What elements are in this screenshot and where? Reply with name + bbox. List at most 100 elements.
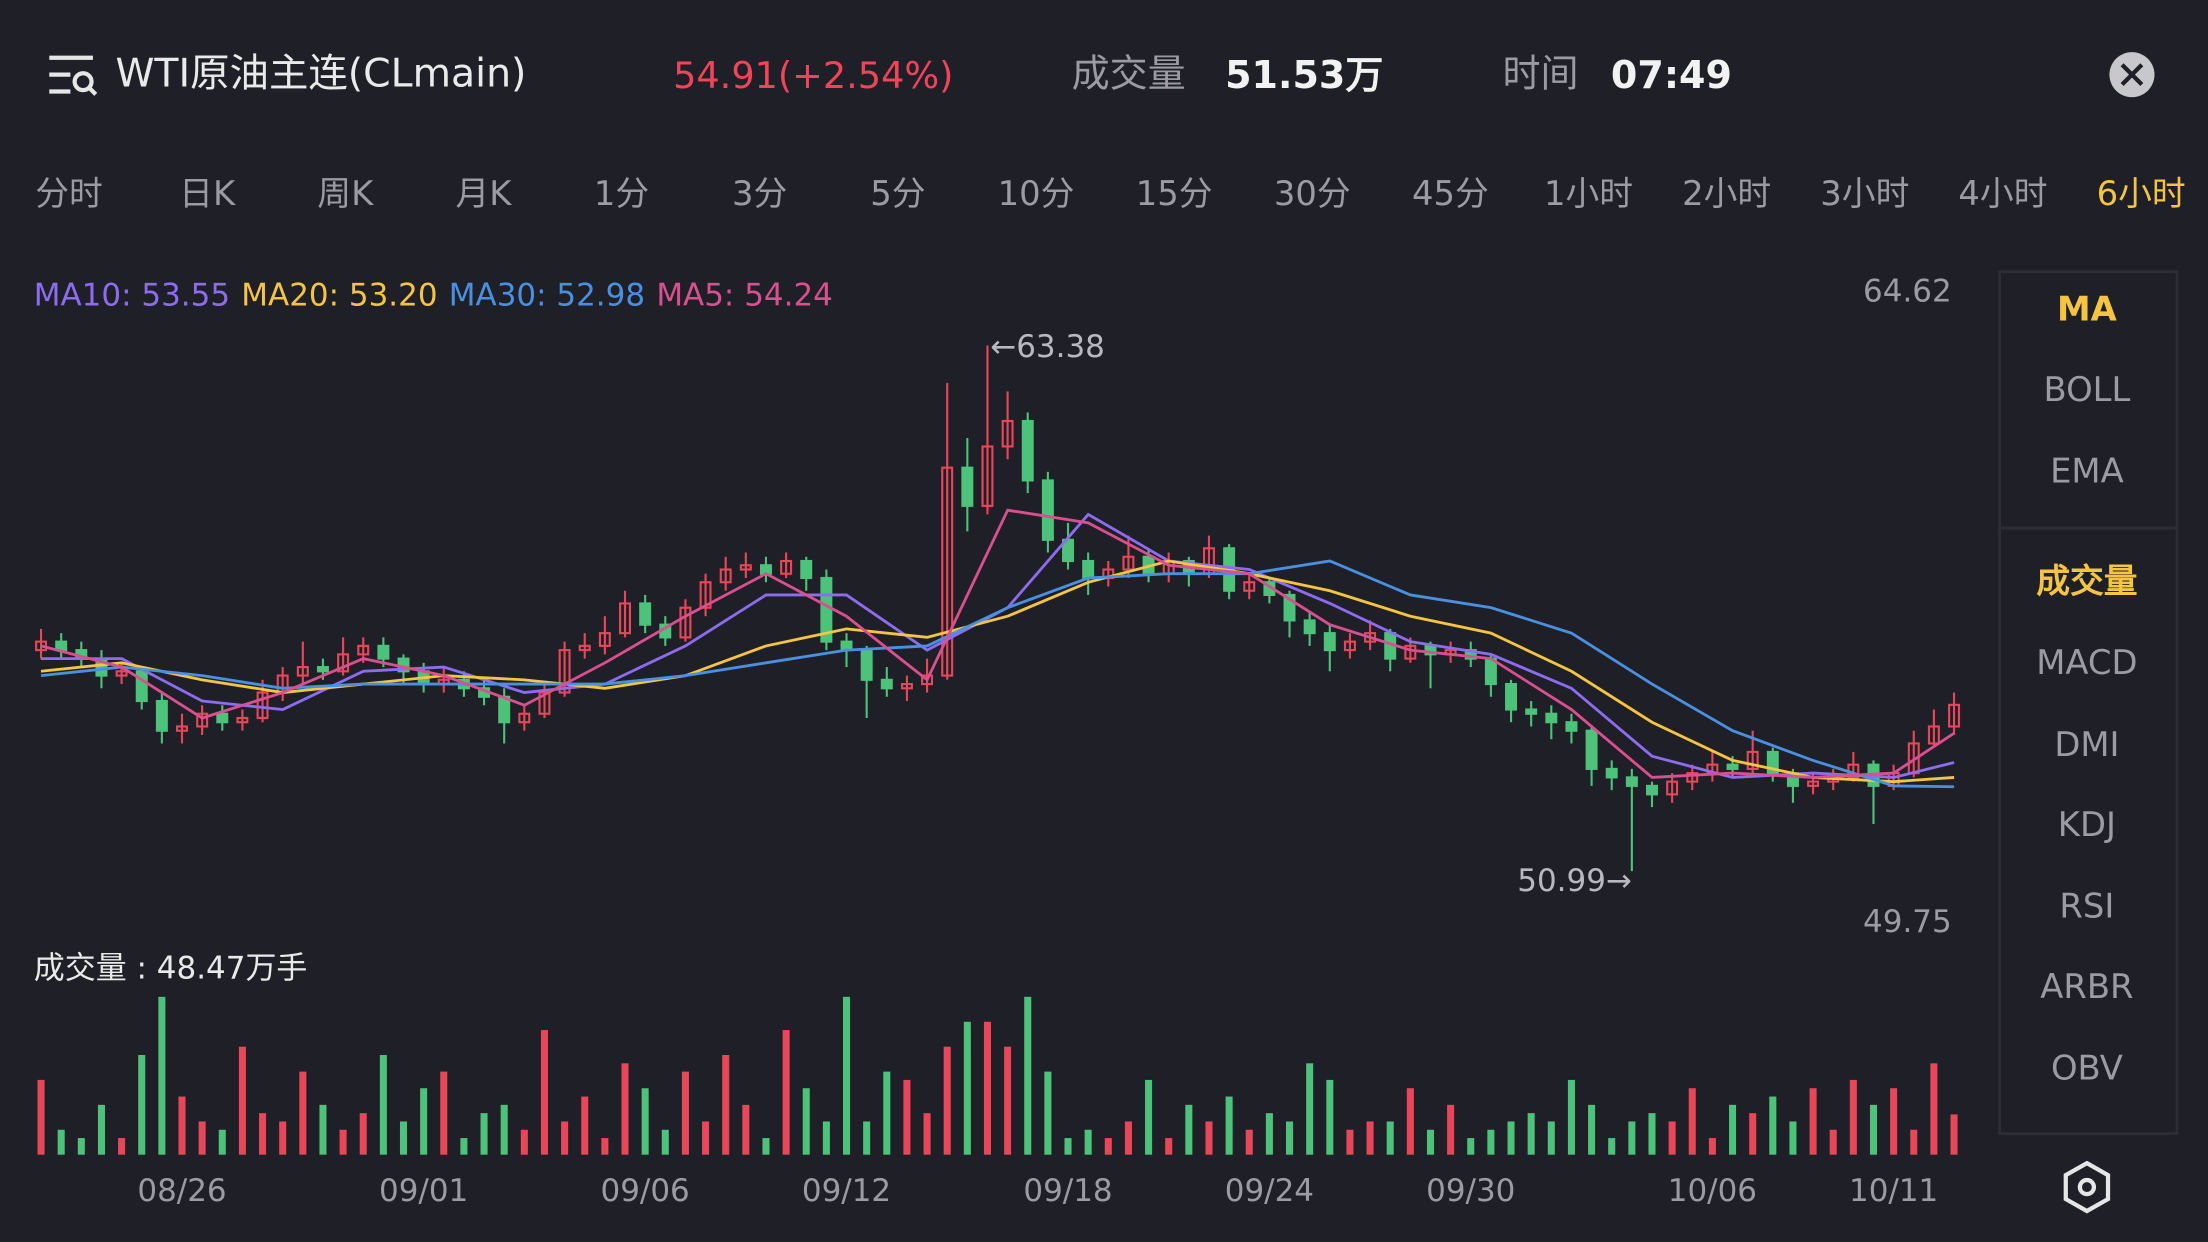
volume-bar	[722, 1054, 730, 1155]
candle-body	[1565, 721, 1578, 732]
menu-icon[interactable]	[49, 55, 98, 96]
indicator-option[interactable]: DMI	[2054, 725, 2119, 764]
volume-bar	[138, 1054, 146, 1155]
volume-bar	[520, 1129, 528, 1155]
volume-bar	[1608, 1138, 1616, 1155]
candle-body	[1545, 712, 1558, 724]
volume-bar	[702, 1121, 710, 1155]
volume-bar	[983, 1021, 991, 1155]
volume-bar	[1688, 1088, 1696, 1155]
candle-body	[518, 712, 531, 724]
volume-bar	[1346, 1129, 1354, 1155]
tab[interactable]: 月K	[455, 174, 512, 213]
volume-bar	[1185, 1104, 1193, 1155]
volume-bar	[1467, 1138, 1475, 1155]
volume-bar	[883, 1071, 891, 1155]
indicator-option[interactable]: RSI	[2059, 887, 2114, 926]
volume-bar	[118, 1138, 126, 1155]
tab[interactable]: 30分	[1274, 174, 1351, 213]
candle-body	[1646, 784, 1658, 796]
volume-bar	[802, 1088, 810, 1155]
candle-body	[1766, 750, 1779, 775]
ma-line	[40, 508, 1955, 779]
indicator-option[interactable]: 成交量	[2036, 561, 2137, 600]
candle-body	[1243, 581, 1256, 592]
candle-body	[1484, 657, 1497, 686]
volume-bar	[1890, 1088, 1898, 1155]
tab[interactable]: 45分	[1412, 174, 1489, 213]
candle-body	[1686, 772, 1699, 783]
volume-bar	[158, 996, 166, 1155]
tab[interactable]: 3分	[732, 174, 787, 213]
volume-bar	[621, 1063, 629, 1155]
candle-body	[679, 606, 692, 639]
x-tick-label: 09/01	[379, 1173, 468, 1209]
volume-bar	[1789, 1121, 1797, 1155]
volume-bar	[540, 1030, 548, 1155]
volume-bar	[1930, 1063, 1938, 1155]
tab[interactable]: 日K	[179, 174, 236, 213]
candle-body	[1082, 559, 1095, 580]
candle-body	[498, 695, 511, 724]
candle-body	[820, 576, 833, 643]
candle-body	[1605, 767, 1618, 779]
ma-line	[40, 559, 1955, 789]
volume-bar	[661, 1129, 669, 1155]
candle-body	[357, 644, 370, 656]
close-button[interactable]	[2109, 52, 2155, 98]
tab[interactable]: 4小时	[1958, 174, 2047, 213]
volume-bar	[480, 1113, 488, 1155]
x-tick-label: 09/24	[1225, 1173, 1314, 1209]
volume-bar	[943, 1046, 951, 1155]
x-tick-label: 09/06	[601, 1173, 690, 1209]
legend-entry: MA20: 53.20	[241, 278, 437, 314]
tab[interactable]: 15分	[1136, 174, 1213, 213]
indicator-option[interactable]: MA	[2057, 290, 2117, 329]
volume-bar	[1708, 1138, 1716, 1155]
volume-bar	[1729, 1104, 1737, 1155]
indicator-option[interactable]: EMA	[2050, 452, 2124, 491]
candle-body	[739, 564, 752, 571]
tab[interactable]: 周K	[317, 174, 374, 213]
tab[interactable]: 2小时	[1682, 174, 1771, 213]
volume-bar	[299, 1071, 307, 1155]
tab[interactable]: 分时	[35, 174, 103, 213]
time-label: 时间	[1503, 52, 1579, 96]
volume-bar	[1567, 1079, 1575, 1155]
candle-body	[1364, 632, 1377, 643]
candle-body	[880, 678, 893, 690]
volume-bar	[319, 1104, 327, 1155]
indicator-option[interactable]: OBV	[2051, 1049, 2123, 1088]
indicator-option[interactable]: KDJ	[2058, 805, 2116, 844]
legend-entry: MA10: 53.55	[34, 278, 230, 314]
volume-bar	[1668, 1121, 1676, 1155]
volume-bar	[1527, 1113, 1535, 1155]
candle-body	[780, 559, 793, 575]
y-tick-label: 64.62	[1863, 273, 1952, 309]
settings-icon[interactable]	[2063, 1160, 2111, 1214]
tab[interactable]: 6小时	[2097, 174, 2186, 213]
x-tick-label: 09/30	[1426, 1173, 1515, 1209]
candle-body	[256, 691, 269, 720]
tab[interactable]: 10分	[998, 174, 1075, 213]
volume-bar	[1165, 1138, 1173, 1155]
indicator-option[interactable]: BOLL	[2043, 370, 2130, 409]
tab[interactable]: 5分	[870, 174, 925, 213]
indicator-option[interactable]: MACD	[2036, 643, 2137, 682]
low-annotation: 50.99→	[1517, 863, 1632, 899]
tab[interactable]: 1分	[594, 174, 649, 213]
candle-body	[1625, 776, 1638, 787]
volume-bar	[1004, 1046, 1012, 1155]
volume-bar	[1426, 1129, 1435, 1155]
tab[interactable]: 3小时	[1820, 174, 1909, 213]
candle-body	[115, 670, 128, 677]
volume-bar	[963, 1021, 971, 1155]
volume-bar	[259, 1113, 267, 1155]
volume-bar	[1145, 1079, 1153, 1155]
tab[interactable]: 1小时	[1544, 174, 1633, 213]
candle-body	[1303, 619, 1316, 635]
indicator-option[interactable]: ARBR	[2040, 967, 2133, 1006]
candle-body	[135, 670, 148, 703]
